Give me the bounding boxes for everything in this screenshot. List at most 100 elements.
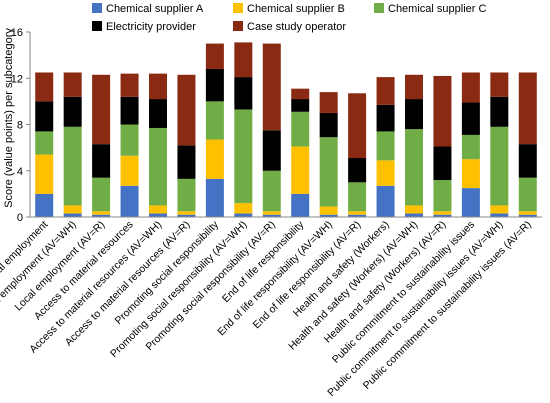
bar-segment-electricity-provider xyxy=(376,104,395,132)
bar-segment-chemical-supplier-b xyxy=(35,154,54,194)
bar-segment-electricity-provider xyxy=(518,144,537,178)
bar-segment-chemical-supplier-b xyxy=(376,160,395,186)
bar-segment-chemical-supplier-a xyxy=(92,214,111,217)
legend-label: Chemical supplier A xyxy=(106,3,204,15)
legend-label: Case study operator xyxy=(247,21,346,33)
bar-segment-chemical-supplier-b xyxy=(205,139,224,179)
bar-segment-chemical-supplier-c xyxy=(376,131,395,161)
bar-segment-chemical-supplier-a xyxy=(490,213,509,217)
bar-segment-chemical-supplier-b xyxy=(518,211,537,215)
y-tick-label: 4 xyxy=(17,166,23,178)
bar-segment-chemical-supplier-c xyxy=(319,137,338,207)
bar-stack xyxy=(376,77,395,217)
bar-segment-electricity-provider xyxy=(490,96,509,127)
legend-swatch xyxy=(233,3,243,13)
bar-segment-chemical-supplier-b xyxy=(319,206,338,215)
bar-segment-chemical-supplier-c xyxy=(205,101,224,140)
bar-segment-case-study-operator xyxy=(461,72,480,103)
bar-segment-chemical-supplier-a xyxy=(348,214,367,217)
bar-segment-chemical-supplier-b xyxy=(120,155,139,186)
bar-stack xyxy=(63,72,82,217)
bar-segment-case-study-operator xyxy=(205,43,224,69)
bar-segment-chemical-supplier-a xyxy=(35,193,54,217)
bar-segment-electricity-provider xyxy=(433,146,452,180)
bar-segment-case-study-operator xyxy=(348,93,367,159)
legend-label: Chemical supplier B xyxy=(247,3,345,15)
bar-segment-chemical-supplier-b xyxy=(291,146,310,194)
bar-stack xyxy=(234,42,253,217)
bar-stack xyxy=(405,74,423,217)
bar-segment-electricity-provider xyxy=(149,99,167,128)
bar-segment-chemical-supplier-b xyxy=(63,205,82,214)
bar-segment-chemical-supplier-c xyxy=(120,124,139,156)
legend-swatch xyxy=(233,21,243,31)
bar-segment-electricity-provider xyxy=(291,99,310,112)
legend-swatch xyxy=(92,3,102,13)
bar-segment-electricity-provider xyxy=(262,130,281,171)
bar-segment-chemical-supplier-c xyxy=(461,134,480,160)
legend-item: Chemical supplier C xyxy=(374,3,486,15)
bar-segment-case-study-operator xyxy=(120,73,139,97)
bar-segment-chemical-supplier-b xyxy=(490,205,509,214)
bar-segment-chemical-supplier-b xyxy=(433,211,452,215)
bar-segment-chemical-supplier-a xyxy=(376,185,395,217)
bar-stack xyxy=(177,74,196,217)
bar-segment-chemical-supplier-a xyxy=(234,213,253,217)
bar-segment-chemical-supplier-a xyxy=(405,213,423,217)
bar-segment-chemical-supplier-c xyxy=(92,177,111,212)
bar-segment-chemical-supplier-b xyxy=(92,211,111,215)
bar-segment-case-study-operator xyxy=(234,42,253,78)
legend-item: Chemical supplier B xyxy=(233,3,345,15)
bar-segment-case-study-operator xyxy=(291,88,310,100)
bar-stack xyxy=(262,43,281,217)
bar-stack xyxy=(149,73,167,217)
legend-item: Chemical supplier A xyxy=(92,3,204,15)
chart-legend: Chemical supplier A Chemical supplier B Ch… xyxy=(92,3,486,33)
bar-stack xyxy=(120,73,139,217)
bar-segment-chemical-supplier-c xyxy=(518,177,537,212)
bar-segment-chemical-supplier-b xyxy=(348,211,367,215)
bar-segment-electricity-provider xyxy=(234,77,253,110)
legend-item: Electricity provider xyxy=(92,21,196,33)
bar-segment-case-study-operator xyxy=(262,43,281,131)
bar-segment-chemical-supplier-c xyxy=(177,178,196,212)
bar-segment-chemical-supplier-b xyxy=(405,205,423,214)
y-axis-title: Score (value points) per subcategory xyxy=(3,28,15,208)
bar-segment-chemical-supplier-b xyxy=(262,211,281,215)
bar-segment-electricity-provider xyxy=(63,96,82,127)
bar-segment-case-study-operator xyxy=(376,77,395,105)
bar-segment-chemical-supplier-a xyxy=(120,185,139,217)
bar-segment-electricity-provider xyxy=(461,102,480,135)
bar-segment-case-study-operator xyxy=(35,72,54,102)
bar-segment-electricity-provider xyxy=(405,99,423,130)
bar-segment-chemical-supplier-c xyxy=(35,131,54,155)
bar-segment-chemical-supplier-c xyxy=(348,182,367,212)
bar-segment-chemical-supplier-a xyxy=(319,214,338,217)
y-tick-label: 12 xyxy=(11,73,23,85)
bar-segment-case-study-operator xyxy=(518,72,537,145)
bar-segment-chemical-supplier-b xyxy=(149,205,167,214)
bar-stack xyxy=(319,92,338,217)
bar-segment-case-study-operator xyxy=(405,74,423,100)
bar-segment-chemical-supplier-c xyxy=(234,109,253,204)
bar-segment-chemical-supplier-c xyxy=(405,129,423,206)
bar-stack xyxy=(291,88,310,217)
bar-segment-electricity-provider xyxy=(177,145,196,179)
bars xyxy=(35,42,537,217)
bar-segment-chemical-supplier-a xyxy=(291,193,310,217)
bar-segment-chemical-supplier-a xyxy=(205,178,224,217)
bar-segment-chemical-supplier-a xyxy=(63,213,82,217)
bar-segment-chemical-supplier-b xyxy=(461,159,480,189)
bar-segment-chemical-supplier-b xyxy=(177,211,196,215)
y-tick-label: 0 xyxy=(17,212,23,224)
bar-segment-electricity-provider xyxy=(35,101,54,132)
bar-segment-chemical-supplier-c xyxy=(291,111,310,147)
bar-segment-chemical-supplier-c xyxy=(490,126,509,206)
bar-segment-electricity-provider xyxy=(92,144,111,178)
bar-stack xyxy=(518,72,537,217)
legend-label: Electricity provider xyxy=(106,21,196,33)
bar-segment-electricity-provider xyxy=(348,158,367,183)
bar-segment-case-study-operator xyxy=(490,72,509,97)
bar-segment-chemical-supplier-a xyxy=(149,213,167,217)
